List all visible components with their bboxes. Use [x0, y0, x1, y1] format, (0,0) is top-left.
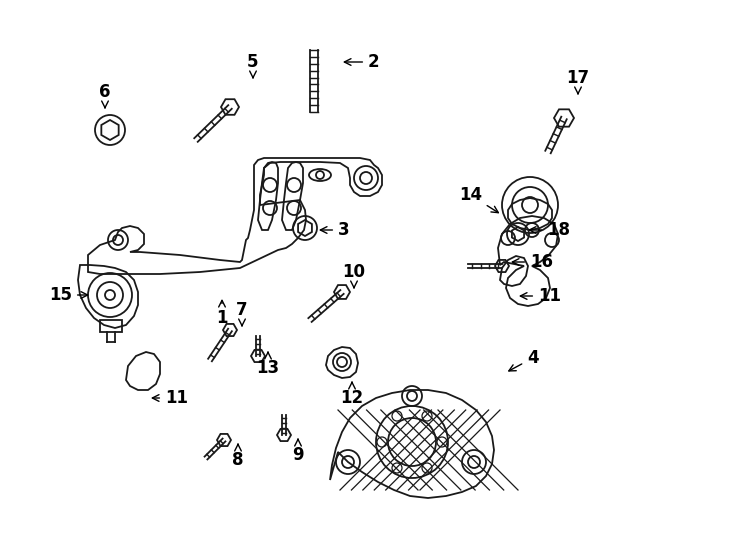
Text: 18: 18 — [529, 221, 570, 239]
Text: 3: 3 — [320, 221, 349, 239]
Text: 6: 6 — [99, 83, 111, 107]
Text: 9: 9 — [292, 440, 304, 464]
Text: 2: 2 — [344, 53, 379, 71]
Text: 13: 13 — [256, 352, 280, 377]
Text: 7: 7 — [236, 301, 248, 326]
Text: 17: 17 — [567, 69, 589, 94]
Text: 12: 12 — [341, 382, 363, 407]
Text: 4: 4 — [509, 349, 539, 371]
Text: 14: 14 — [459, 186, 498, 213]
Text: 11: 11 — [153, 389, 188, 407]
Text: 15: 15 — [49, 286, 87, 304]
Text: 5: 5 — [247, 53, 259, 78]
Text: 1: 1 — [217, 300, 228, 327]
Text: 11: 11 — [520, 287, 561, 305]
Text: 10: 10 — [343, 263, 366, 288]
Text: 8: 8 — [232, 444, 244, 469]
Text: 16: 16 — [512, 253, 553, 271]
